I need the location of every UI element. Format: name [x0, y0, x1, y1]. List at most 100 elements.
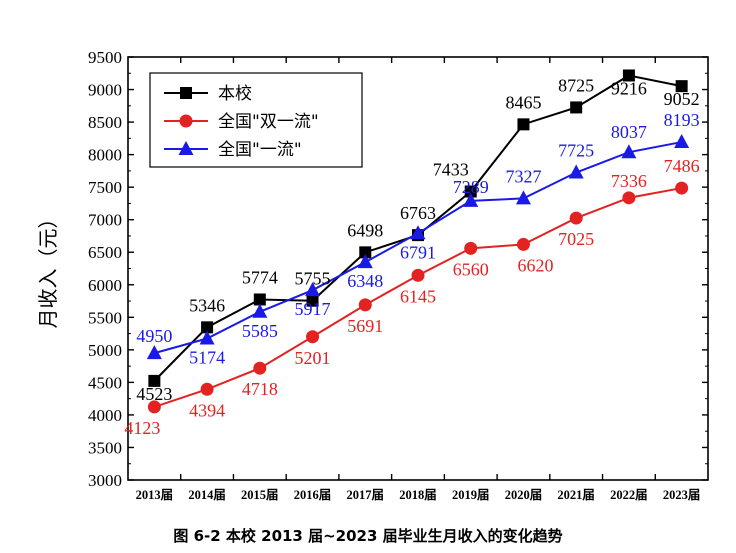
data-label: 9216	[611, 78, 647, 98]
y-axis-title: 月收入（元）	[36, 209, 60, 329]
data-label: 9052	[664, 89, 700, 109]
x-tick-label: 2014届	[188, 488, 226, 502]
data-label: 7486	[664, 156, 700, 176]
data-point-circle	[516, 237, 530, 251]
data-point-square	[253, 293, 266, 306]
data-label: 5917	[295, 299, 331, 319]
data-label: 6498	[347, 220, 383, 240]
data-label: 4950	[136, 326, 172, 346]
x-tick-label: 2019届	[452, 488, 490, 502]
y-tick-label: 8000	[88, 146, 122, 165]
chart-caption: 图 6-2 本校 2013 届~2023 届毕业生月收入的变化趋势	[173, 527, 562, 545]
data-label: 6620	[517, 255, 553, 275]
data-label: 7327	[505, 166, 541, 186]
data-point-triangle	[674, 134, 690, 149]
data-label: 4394	[189, 400, 225, 420]
data-point-triangle	[463, 192, 479, 207]
axes-layer: 3000 3500 4000 4500 5000 5500 6000 6500 7000 7500…	[36, 48, 709, 502]
data-label: 7433	[433, 160, 469, 180]
data-point-square	[148, 374, 161, 387]
x-tick-label: 2016届	[294, 488, 332, 502]
y-tick-label: 3500	[88, 438, 122, 457]
y-tick-label: 6000	[88, 276, 122, 295]
x-tick-label: 2015届	[241, 488, 279, 502]
data-label: 6791	[400, 242, 436, 262]
y-tick-label: 5000	[88, 341, 122, 360]
y-tick-label: 7000	[88, 211, 122, 230]
y-tick-label: 4000	[88, 406, 122, 425]
data-point-square	[517, 118, 530, 131]
data-label: 7289	[453, 177, 489, 197]
data-label: 7025	[558, 229, 594, 249]
data-labels-layer: 4523 5346 5774 5755 6498 6763 7433 8465 8725 9216…	[124, 75, 699, 437]
x-tick-label: 2017届	[347, 488, 385, 502]
data-label: 4123	[124, 418, 160, 438]
data-point-square	[622, 69, 635, 82]
data-point-triangle	[515, 190, 531, 205]
data-label: 6348	[347, 271, 383, 291]
data-point-triangle	[410, 225, 426, 240]
y-tick-label: 7500	[88, 178, 122, 197]
data-point-triangle	[199, 330, 215, 345]
data-point-triangle	[621, 144, 637, 159]
y-tick-label: 6500	[88, 243, 122, 262]
y-tick-label: 9000	[88, 81, 122, 100]
data-label: 8037	[611, 122, 647, 142]
x-tick-label: 2018届	[399, 488, 437, 502]
data-label: 6763	[400, 203, 436, 223]
data-label: 5346	[189, 295, 225, 315]
data-label: 4718	[242, 379, 278, 399]
data-label: 4523	[136, 384, 172, 404]
data-point-triangle	[357, 254, 373, 269]
data-label: 8725	[558, 75, 594, 95]
x-tick-label: 2023届	[663, 488, 701, 502]
x-tick-label: 2020届	[505, 488, 543, 502]
data-point-square	[201, 321, 214, 334]
data-point-circle	[411, 268, 425, 282]
data-label: 5585	[242, 321, 278, 341]
data-label: 6560	[453, 259, 489, 279]
data-point-square	[180, 87, 192, 99]
data-label: 5201	[295, 348, 331, 368]
legend-label: 全国"双一流"	[218, 112, 319, 132]
data-point-circle	[569, 211, 583, 225]
x-tick-label: 2021届	[557, 488, 595, 502]
data-label: 8193	[664, 110, 700, 130]
data-point-circle	[200, 382, 214, 396]
data-label: 5774	[242, 267, 278, 287]
y-tick-label: 5500	[88, 308, 122, 327]
data-point-triangle	[178, 141, 194, 155]
data-point-square	[570, 101, 583, 114]
data-point-circle	[622, 191, 636, 205]
data-point-square	[359, 246, 372, 259]
legend-label: 本校	[218, 84, 252, 104]
data-point-triangle	[305, 282, 321, 297]
data-label: 5174	[189, 348, 225, 368]
data-point-square	[675, 80, 688, 93]
data-point-circle	[464, 241, 478, 255]
data-point-triangle	[568, 164, 584, 179]
data-point-circle	[179, 114, 193, 128]
data-point-triangle	[252, 303, 268, 318]
data-label: 5691	[347, 316, 383, 336]
data-point-circle	[675, 181, 689, 195]
data-point-circle	[253, 361, 267, 375]
y-tick-label: 9500	[88, 48, 122, 67]
y-tick-label: 3000	[88, 471, 122, 490]
y-tick-label: 4500	[88, 373, 122, 392]
data-label: 7725	[558, 141, 594, 161]
legend-label: 全国"一流"	[218, 140, 302, 160]
data-point-circle	[306, 330, 320, 344]
data-label: 5755	[295, 269, 331, 289]
data-point-circle	[358, 298, 372, 312]
data-point-triangle	[146, 345, 162, 360]
series-layer	[146, 69, 690, 414]
data-label: 7336	[611, 171, 647, 191]
data-point-square	[464, 185, 477, 198]
data-point-circle	[147, 400, 161, 414]
data-label: 6145	[400, 286, 436, 306]
data-label: 8465	[505, 92, 541, 112]
